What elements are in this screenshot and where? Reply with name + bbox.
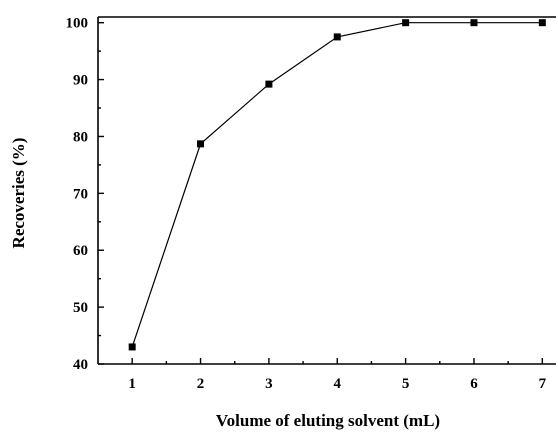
y-axis-label: Recoveries (%) — [9, 138, 28, 249]
data-point-marker — [197, 140, 205, 148]
data-point-marker — [333, 33, 341, 41]
y-ticks: 40 50 60 70 80 90 100 — [66, 16, 104, 373]
x-tick-label: 6 — [470, 376, 478, 392]
y-tick-label: 60 — [73, 243, 88, 259]
data-point-marker — [402, 19, 410, 27]
y-tick-label: 90 — [73, 73, 88, 89]
x-tick-label: 3 — [265, 376, 273, 392]
data-point-marker — [538, 19, 546, 27]
series — [128, 19, 546, 351]
x-ticks: 1 2 3 4 5 6 7 — [128, 358, 547, 392]
x-tick-label: 1 — [128, 376, 136, 392]
x-tick-label: 4 — [334, 376, 342, 392]
x-tick-label: 7 — [539, 376, 547, 392]
x-axis-label: Volume of eluting solvent (mL) — [216, 411, 440, 430]
axes — [97, 16, 556, 365]
data-point-marker — [470, 19, 478, 27]
x-tick-label: 5 — [402, 376, 410, 392]
y-tick-label: 100 — [66, 16, 89, 32]
y-tick-label: 70 — [73, 186, 88, 202]
series-line — [131, 22, 543, 348]
y-tick-label: 50 — [73, 300, 88, 316]
y-tick-label: 40 — [73, 357, 88, 373]
x-tick-label: 2 — [197, 376, 205, 392]
data-point-marker — [128, 343, 136, 351]
y-tick-label: 80 — [73, 129, 88, 145]
data-point-marker — [265, 80, 273, 88]
